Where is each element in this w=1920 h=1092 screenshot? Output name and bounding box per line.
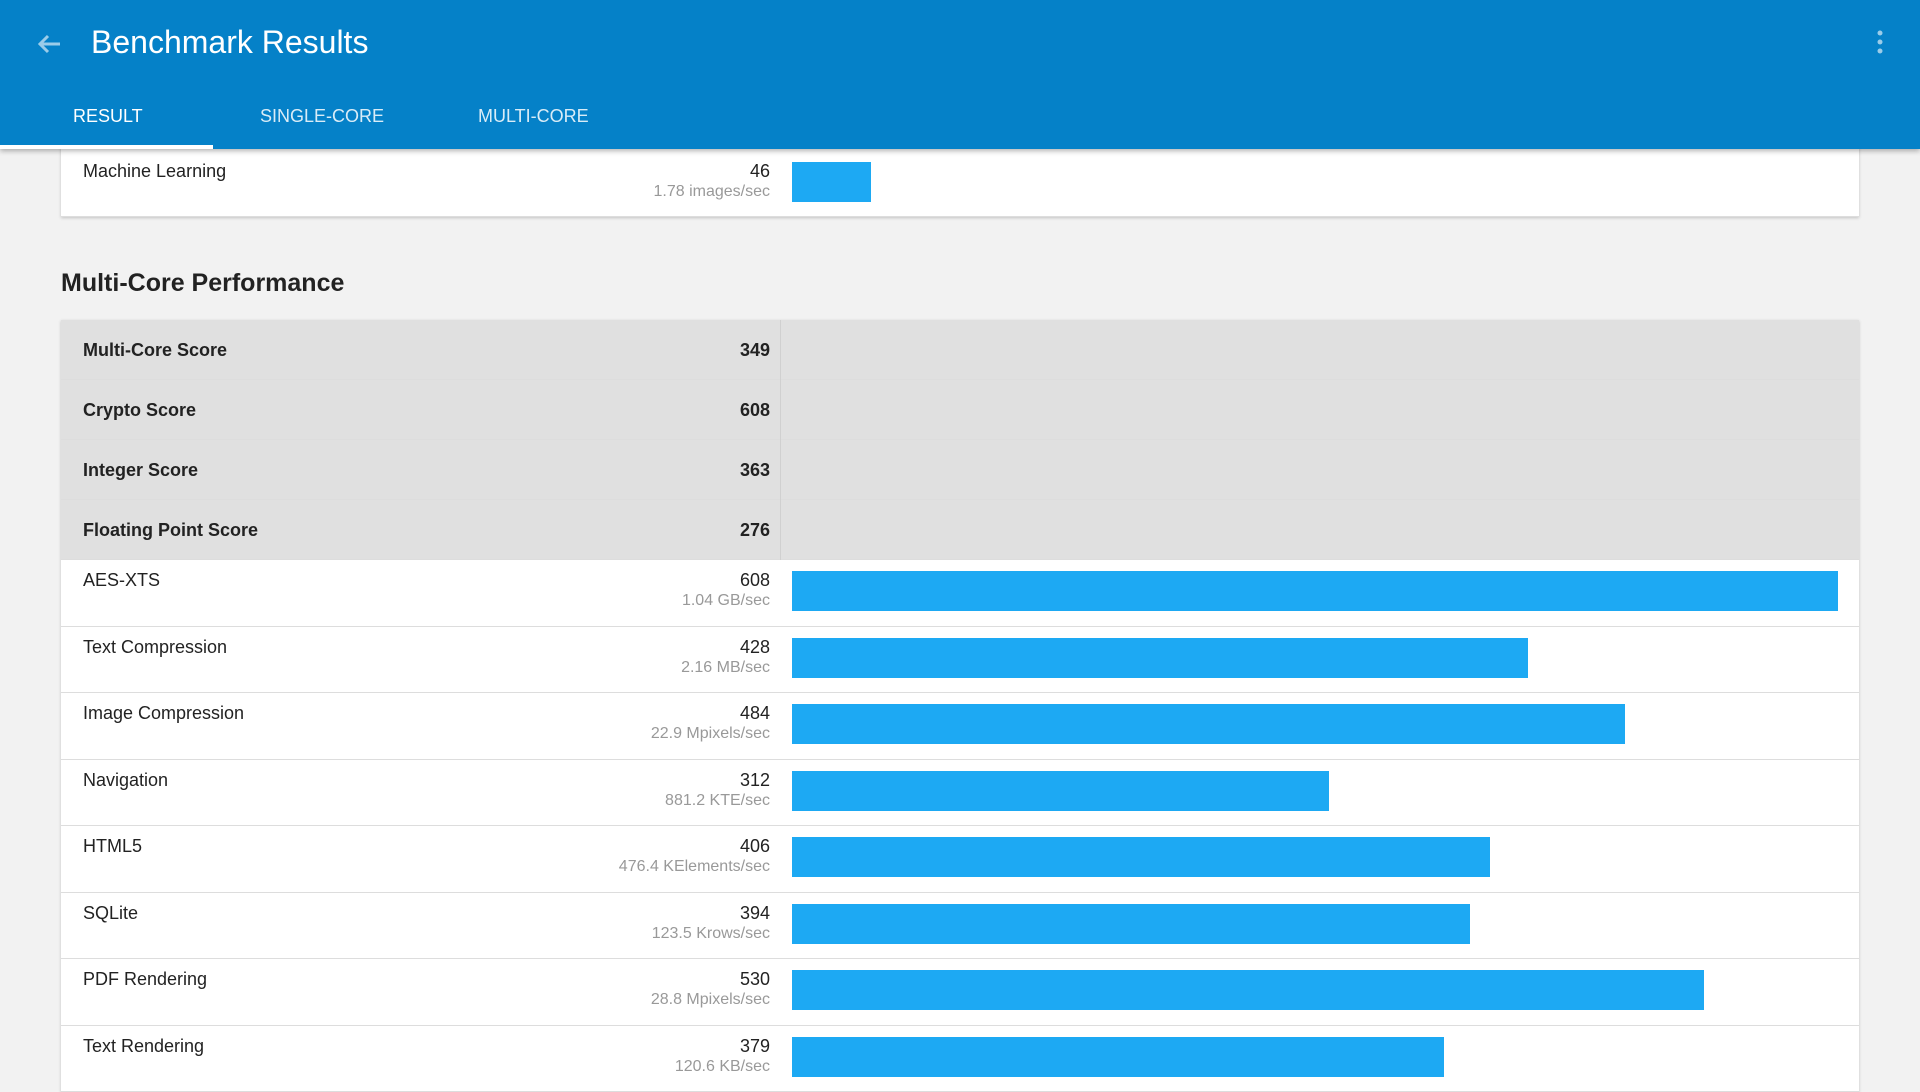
divider (780, 380, 781, 440)
test-rate: 22.9 Mpixels/sec (651, 725, 770, 743)
score-bar (792, 1037, 1444, 1077)
tab[interactable]: MULTI-CORE (478, 106, 589, 127)
divider (780, 320, 781, 380)
test-name: Image Compression (83, 703, 244, 724)
divider (780, 440, 781, 500)
test-score: 530 (740, 969, 770, 990)
summary-row: Floating Point Score 276 (61, 500, 1859, 560)
test-rate: 476.4 KElements/sec (619, 858, 770, 876)
divider (780, 500, 781, 560)
test-name: PDF Rendering (83, 969, 207, 990)
test-score: 394 (740, 903, 770, 924)
test-name: Navigation (83, 770, 168, 791)
test-score: 406 (740, 836, 770, 857)
summary-row: Multi-Core Score 349 (61, 320, 1859, 380)
test-score: 46 (750, 161, 770, 182)
test-name: Machine Learning (83, 161, 226, 182)
test-rate: 123.5 Krows/sec (652, 925, 770, 943)
summary-name: Integer Score (83, 460, 198, 481)
summary-name: Multi-Core Score (83, 340, 227, 361)
multi-core-card: Multi-Core Score 349 Crypto Score 608 Intege… (61, 320, 1859, 1092)
tab-indicator (0, 145, 213, 149)
test-rate: 1.78 images/sec (653, 183, 770, 201)
test-rate: 1.04 GB/sec (682, 592, 770, 610)
score-bar (792, 970, 1704, 1010)
score-bar (792, 638, 1528, 678)
summary-name: Floating Point Score (83, 520, 258, 541)
score-bar (792, 704, 1625, 744)
test-score: 608 (740, 570, 770, 591)
test-score: 312 (740, 770, 770, 791)
summary-score: 608 (740, 400, 770, 421)
test-score: 484 (740, 703, 770, 724)
summary-name: Crypto Score (83, 400, 196, 421)
summary-score: 363 (740, 460, 770, 481)
menu-button[interactable] (1875, 28, 1885, 58)
back-button[interactable] (30, 24, 70, 64)
score-bar (792, 162, 871, 202)
test-name: HTML5 (83, 836, 142, 857)
test-name: Text Compression (83, 637, 227, 658)
tab[interactable]: SINGLE-CORE (260, 106, 384, 127)
test-rate: 120.6 KB/sec (675, 1058, 770, 1076)
summary-row: Integer Score 363 (61, 440, 1859, 500)
test-score: 428 (740, 637, 770, 658)
test-rate: 2.16 MB/sec (681, 659, 770, 677)
score-bar (792, 571, 1838, 611)
test-name: AES-XTS (83, 570, 160, 591)
test-rate: 881.2 KTE/sec (665, 792, 770, 810)
test-score: 379 (740, 1036, 770, 1057)
score-bar (792, 904, 1470, 944)
app-title: Benchmark Results (91, 24, 368, 61)
tab[interactable]: RESULT (73, 106, 143, 127)
app-bar: Benchmark Results RESULT SINGLE-CORE MUL… (0, 0, 1920, 149)
test-name: SQLite (83, 903, 138, 924)
test-rate: 28.8 Mpixels/sec (651, 991, 770, 1009)
score-bar (792, 771, 1329, 811)
section-title: Multi-Core Performance (61, 269, 344, 298)
summary-row: Crypto Score 608 (61, 380, 1859, 440)
score-bar (792, 837, 1490, 877)
summary-score: 349 (740, 340, 770, 361)
summary-score: 276 (740, 520, 770, 541)
test-name: Text Rendering (83, 1036, 204, 1057)
